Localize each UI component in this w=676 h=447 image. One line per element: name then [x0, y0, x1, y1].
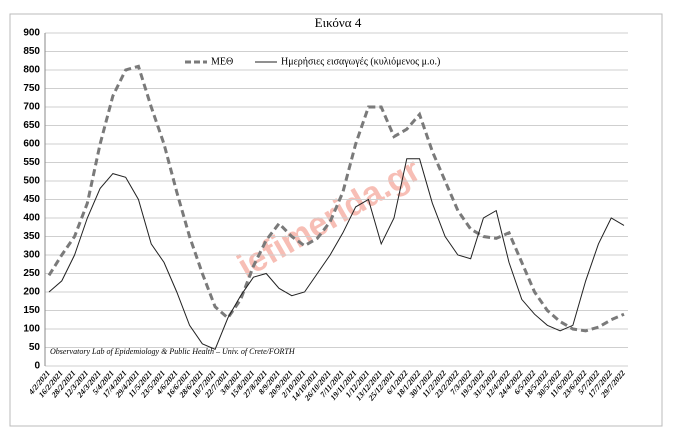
y-tick-label: 500: [23, 176, 40, 187]
y-tick-label: 300: [23, 250, 40, 261]
frame: [9, 13, 663, 427]
y-tick-label: 450: [23, 194, 40, 205]
chart-title: Εικόνα 4: [315, 15, 362, 30]
y-tick-label: 800: [23, 65, 40, 76]
y-tick-label: 850: [23, 46, 40, 57]
y-tick-label: 900: [23, 28, 40, 39]
y-tick-label: 150: [23, 305, 40, 316]
y-tick-label: 750: [23, 83, 40, 94]
series-line: [47, 64, 625, 333]
legend-label: Ημερήσιες εισαγωγές (κυλιόμενος μ.ο.): [281, 56, 440, 67]
y-tick-label: 400: [23, 213, 40, 224]
y-tick-label: 650: [23, 120, 40, 131]
y-tick-label: 50: [29, 342, 41, 353]
y-tick-label: 250: [23, 268, 40, 279]
y-tick-label: 200: [23, 287, 40, 298]
y-tick-label: 700: [23, 102, 40, 113]
y-tick-label: 550: [23, 157, 40, 168]
y-tick-label: 350: [23, 231, 40, 242]
legend-label: ΜΕΘ: [211, 56, 233, 67]
y-tick-label: 600: [23, 139, 40, 150]
y-tick-label: 0: [34, 361, 40, 372]
annotation: Observatory Lab of Epidemiology & Public…: [50, 347, 296, 356]
series-line: [48, 158, 625, 351]
y-tick-label: 100: [23, 324, 40, 335]
